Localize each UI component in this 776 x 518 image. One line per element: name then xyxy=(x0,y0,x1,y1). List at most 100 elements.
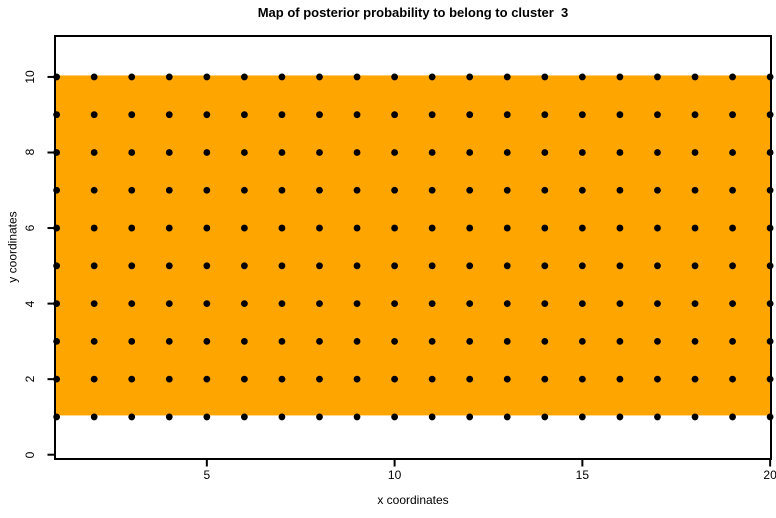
data-point xyxy=(729,300,736,307)
data-point xyxy=(278,413,286,421)
data-point xyxy=(53,224,61,232)
data-point xyxy=(353,73,361,81)
data-point xyxy=(541,337,549,345)
data-point xyxy=(240,149,248,156)
data-point xyxy=(578,375,586,383)
data-point xyxy=(691,337,699,345)
data-point xyxy=(503,111,511,119)
data-point xyxy=(278,111,286,119)
data-point xyxy=(691,413,699,421)
data-point xyxy=(203,413,211,421)
data-point xyxy=(240,300,248,307)
data-point xyxy=(165,224,173,232)
data-point xyxy=(541,413,549,421)
data-point xyxy=(466,375,474,383)
data-point xyxy=(316,300,323,307)
data-point xyxy=(616,413,624,421)
data-point xyxy=(541,186,549,194)
data-point xyxy=(316,224,323,232)
y-tick-label: 4 xyxy=(23,300,37,307)
data-point xyxy=(203,300,211,307)
data-point xyxy=(766,413,774,421)
data-point xyxy=(616,149,624,156)
data-point xyxy=(53,300,61,307)
data-point xyxy=(466,186,474,194)
data-point xyxy=(165,337,173,345)
data-point xyxy=(428,224,436,232)
data-point xyxy=(729,186,736,194)
data-point xyxy=(541,300,549,307)
data-point xyxy=(466,73,474,81)
data-point xyxy=(691,111,699,119)
data-point xyxy=(766,149,774,156)
data-point xyxy=(766,73,774,81)
data-point xyxy=(503,337,511,345)
data-point xyxy=(503,300,511,307)
data-point xyxy=(353,300,361,307)
data-point xyxy=(391,262,398,270)
data-point xyxy=(541,262,549,270)
data-point xyxy=(203,262,211,270)
data-point xyxy=(654,149,661,156)
data-point xyxy=(316,262,323,270)
data-point xyxy=(90,224,98,232)
data-point xyxy=(391,73,398,81)
data-point xyxy=(128,186,136,194)
data-point xyxy=(391,413,398,421)
data-point xyxy=(654,300,661,307)
data-point xyxy=(165,413,173,421)
data-point xyxy=(53,73,61,81)
x-tick-label: 5 xyxy=(203,468,211,482)
y-tick-label: 6 xyxy=(23,224,37,232)
data-point xyxy=(353,186,361,194)
data-point xyxy=(729,73,736,81)
data-point xyxy=(278,300,286,307)
data-point xyxy=(165,73,173,81)
data-point xyxy=(203,337,211,345)
data-point xyxy=(53,413,61,421)
data-point xyxy=(53,149,61,156)
data-point xyxy=(203,375,211,383)
data-point xyxy=(503,262,511,270)
data-point xyxy=(203,111,211,119)
data-point xyxy=(578,186,586,194)
data-point xyxy=(391,186,398,194)
data-point xyxy=(90,337,98,345)
data-point xyxy=(203,73,211,81)
data-point xyxy=(278,149,286,156)
data-point xyxy=(90,149,98,156)
data-point xyxy=(428,73,436,81)
data-point xyxy=(240,186,248,194)
data-point xyxy=(766,186,774,194)
data-point xyxy=(466,224,474,232)
x-tick-label: 20 xyxy=(763,468,776,482)
data-point xyxy=(278,375,286,383)
data-point xyxy=(466,111,474,119)
data-point xyxy=(391,337,398,345)
panel-border xyxy=(54,35,772,460)
data-point xyxy=(428,111,436,119)
data-point xyxy=(240,375,248,383)
data-point xyxy=(165,111,173,119)
data-point xyxy=(654,111,661,119)
data-point xyxy=(203,224,211,232)
data-point xyxy=(729,224,736,232)
data-point xyxy=(278,337,286,345)
data-point xyxy=(428,337,436,345)
data-point xyxy=(578,262,586,270)
data-point xyxy=(691,300,699,307)
data-point xyxy=(578,224,586,232)
data-point xyxy=(428,186,436,194)
data-point xyxy=(203,149,211,156)
data-point xyxy=(391,111,398,119)
data-point xyxy=(466,300,474,307)
data-point xyxy=(316,73,323,81)
data-point xyxy=(578,337,586,345)
data-point xyxy=(428,149,436,156)
data-point xyxy=(503,149,511,156)
data-point xyxy=(616,73,624,81)
data-point xyxy=(353,111,361,119)
y-tick-label: 2 xyxy=(23,375,37,383)
data-point xyxy=(466,413,474,421)
